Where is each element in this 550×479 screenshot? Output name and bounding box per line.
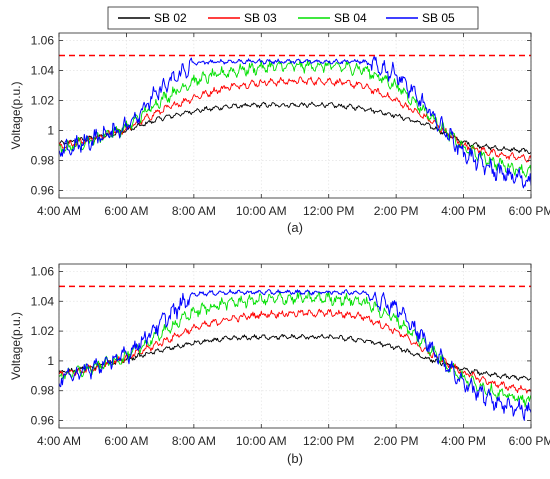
plot-area (59, 264, 531, 428)
legend-label-sb05: SB 05 (422, 11, 455, 25)
y-tick-label: 1.06 (31, 264, 55, 278)
y-tick-label: 0.96 (31, 184, 55, 198)
legend-box (107, 6, 479, 30)
subplot-caption: (b) (287, 451, 303, 466)
x-tick-label: 2:00 PM (374, 204, 419, 218)
legend-entry-sb04: SB 04 (298, 11, 367, 25)
x-tick-label: 12:00 PM (303, 434, 354, 448)
legend-label-sb04: SB 04 (334, 11, 367, 25)
series-line-sb05 (59, 289, 531, 421)
y-axis-label: Voltage(p.u.) (9, 312, 23, 380)
series-group (59, 289, 531, 421)
x-tick-label: 6:00 PM (509, 434, 550, 448)
x-tick-label: 10:00 AM (236, 434, 287, 448)
y-tick-label: 1.04 (31, 64, 55, 78)
axes-box (58, 32, 532, 199)
legend: SB 02 SB 03 SB 04 SB 05 (107, 6, 479, 30)
y-tick-label: 1.04 (31, 294, 55, 308)
x-tick-label: 6:00 AM (104, 204, 148, 218)
x-tick-label: 4:00 AM (37, 434, 81, 448)
x-tick-label: 8:00 AM (172, 204, 216, 218)
y-tick-label: 0.98 (31, 384, 55, 398)
legend-entry-sb03: SB 03 (208, 11, 277, 25)
y-tick-label: 1 (47, 124, 54, 138)
y-tick-label: 1 (47, 354, 54, 368)
x-tick-label: 2:00 PM (374, 434, 419, 448)
legend-label-sb03: SB 03 (244, 11, 277, 25)
x-tick-label: 10:00 AM (236, 204, 287, 218)
series-group (59, 55, 531, 189)
x-tick-label: 8:00 AM (172, 434, 216, 448)
x-tick-label: 6:00 PM (509, 204, 550, 218)
x-tick-label: 4:00 AM (37, 204, 81, 218)
chart-panel-b: 0.96 0.98 1 1.02 1.04 1.06 4:00 AM 6:00 AM 8:00 … (9, 263, 550, 466)
y-tick-label: 1.06 (31, 34, 55, 48)
chart-panel-a: 0.96 0.98 1 1.02 1.04 1.06 4:00 AM 6:00 AM 8:00 … (9, 32, 550, 235)
y-tick-label: 1.02 (31, 94, 55, 108)
y-tick-label: 1.02 (31, 324, 55, 338)
x-tick-label: 12:00 PM (303, 204, 354, 218)
x-tick-label: 4:00 PM (441, 434, 486, 448)
y-tick-label: 0.96 (31, 414, 55, 428)
axes-box (58, 263, 532, 429)
x-tick-label: 4:00 PM (441, 204, 486, 218)
x-tick-label: 6:00 AM (104, 434, 148, 448)
legend-entry-sb05: SB 05 (386, 11, 455, 25)
series-line-sb05 (59, 55, 531, 189)
y-tick-label: 0.98 (31, 154, 55, 168)
legend-label-sb02: SB 02 (154, 11, 187, 25)
plot-area (59, 33, 531, 198)
y-axis-label: Voltage(p.u.) (9, 81, 23, 149)
legend-entry-sb02: SB 02 (118, 11, 187, 25)
subplot-caption: (a) (287, 220, 303, 235)
